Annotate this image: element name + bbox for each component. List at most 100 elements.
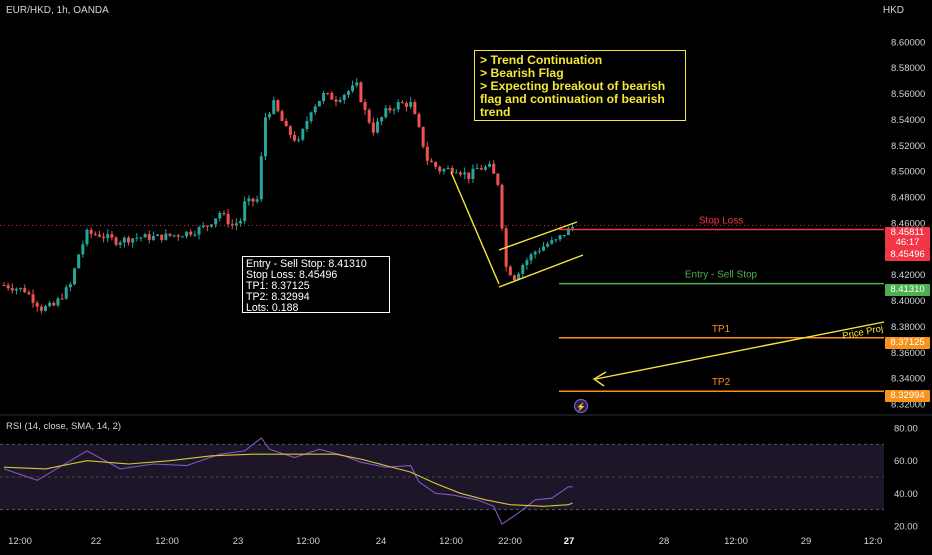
tp1-price-tag: 8.37125 xyxy=(885,337,930,349)
x-tick-label: 12:00 xyxy=(155,536,179,547)
candle-body xyxy=(409,101,413,107)
x-tick-label: 22 xyxy=(91,536,102,547)
candle-body xyxy=(293,135,296,141)
candle-body xyxy=(268,113,272,118)
candle-body xyxy=(272,100,276,114)
candle-body xyxy=(359,82,363,102)
candle-body xyxy=(496,173,500,185)
candle-body xyxy=(189,231,193,235)
candle-body xyxy=(14,288,18,291)
candle-body xyxy=(562,234,566,236)
note-line: > Trend Continuation xyxy=(480,53,603,67)
candle-body xyxy=(68,284,72,288)
candle-body xyxy=(234,223,238,226)
candle-body xyxy=(19,287,23,289)
candle-body xyxy=(459,172,462,175)
candle-body xyxy=(550,240,554,244)
y-tick-label: 8.46000 xyxy=(891,218,925,229)
trade-line: TP1: 8.37125 xyxy=(246,280,310,292)
candle-body xyxy=(400,102,404,104)
candle-body xyxy=(259,156,263,200)
candle-body xyxy=(89,229,93,234)
y-tick-label: 8.42000 xyxy=(891,270,925,281)
trade-line: TP2: 8.32994 xyxy=(246,291,310,303)
y-tick-label: 8.38000 xyxy=(891,322,925,333)
candle-body xyxy=(197,227,201,235)
candle-body xyxy=(263,117,267,157)
y-tick-label: 8.36000 xyxy=(891,348,925,359)
y-tick-label: 8.52000 xyxy=(891,141,925,152)
candle-body xyxy=(434,162,438,167)
tp1-label: TP1 xyxy=(712,324,731,335)
candle-body xyxy=(384,108,388,118)
candle-body xyxy=(60,298,64,300)
candle-body xyxy=(330,93,334,100)
entry-label: Entry - Sell Stop xyxy=(685,270,758,281)
candle-body xyxy=(479,168,483,170)
candle-body xyxy=(135,237,139,239)
flag-lower-line xyxy=(498,254,584,288)
candle-body xyxy=(27,292,31,295)
y-tick-label: 8.32000 xyxy=(891,400,925,411)
analysis-note[interactable]: > Trend Continuation > Bearish Flag > Ex… xyxy=(474,50,686,121)
candle-body xyxy=(542,246,545,251)
candle-body xyxy=(334,99,338,102)
candle-body xyxy=(471,168,475,179)
candle-body xyxy=(102,236,106,239)
candle-body xyxy=(210,224,213,227)
candle-body xyxy=(475,168,479,170)
candle-body xyxy=(222,213,226,215)
note-line: > Bearish Flag xyxy=(480,66,564,80)
candle-body xyxy=(247,198,251,202)
candle-body xyxy=(508,266,512,276)
y-tick-label: 8.60000 xyxy=(891,37,925,48)
candle-body xyxy=(180,236,184,238)
rsi-tick-label: 60.00 xyxy=(894,456,918,467)
candle-body xyxy=(97,234,101,237)
candle-body xyxy=(118,242,122,245)
candle-body xyxy=(85,229,89,245)
candle-body xyxy=(438,166,442,172)
x-tick-label: 12:0 xyxy=(864,536,883,547)
candle-body xyxy=(371,122,375,133)
y-tick-label: 8.48000 xyxy=(891,193,925,204)
note-line: trend xyxy=(480,105,511,119)
candle-body xyxy=(147,234,151,240)
stop-loss-label: Stop Loss xyxy=(699,215,743,226)
candle-body xyxy=(558,235,562,240)
currency-label: HKD xyxy=(882,5,904,16)
candle-body xyxy=(214,218,218,225)
candle-body xyxy=(168,233,172,236)
candle-body xyxy=(317,100,321,107)
candle-body xyxy=(454,172,458,174)
candle-body xyxy=(351,85,355,92)
y-tick-label: 8.34000 xyxy=(891,374,925,385)
candle-body xyxy=(205,225,209,227)
candle-body xyxy=(380,117,384,122)
candle-body xyxy=(201,225,205,228)
candle-body xyxy=(151,235,155,240)
candle-body xyxy=(525,260,529,266)
candle-body xyxy=(355,82,359,86)
candle-body xyxy=(442,169,446,172)
candle-body xyxy=(114,237,118,245)
candle-body xyxy=(376,121,379,133)
rsi-ma-line xyxy=(3,453,573,507)
x-tick-label: 12:00 xyxy=(296,536,320,547)
projection-arrowhead xyxy=(592,371,607,387)
candle-body xyxy=(388,108,392,111)
candle-body xyxy=(521,265,525,274)
y-tick-label: 8.50000 xyxy=(891,167,925,178)
candle-body xyxy=(529,254,533,261)
symbol-title[interactable]: EUR/HKD, 1h, OANDA xyxy=(6,5,109,16)
x-tick-label: 27 xyxy=(564,536,575,547)
rsi-legend-label[interactable]: RSI (14, close, SMA, 14, 2) xyxy=(6,421,122,432)
tp2-label: TP2 xyxy=(712,377,731,388)
candle-body xyxy=(425,146,429,161)
candle-body xyxy=(533,251,537,255)
trade-plan-box[interactable]: Entry - Sell Stop: 8.41310 Stop Loss: 8.… xyxy=(242,256,390,314)
candle-body xyxy=(367,109,371,123)
candle-body xyxy=(226,213,230,225)
